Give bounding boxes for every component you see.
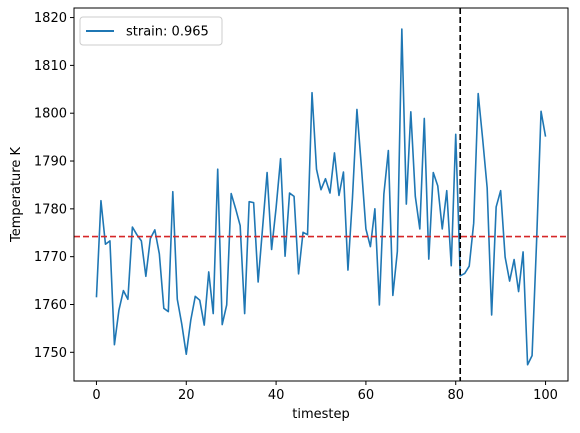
series-line — [95, 28, 547, 366]
x-axis-label: timestep — [292, 407, 350, 422]
x-tick-label: 20 — [178, 388, 195, 403]
x-tick-label: 60 — [358, 388, 375, 403]
x-tick-label: 80 — [447, 388, 464, 403]
y-tick-label: 1810 — [34, 59, 67, 74]
legend: strain: 0.965 — [79, 16, 223, 46]
plot-marks — [74, 8, 568, 381]
y-tick-label: 1750 — [34, 346, 67, 361]
x-tick-label: 100 — [533, 388, 558, 403]
y-tick-label: 1790 — [34, 155, 67, 170]
legend-box — [79, 16, 223, 46]
y-tick-label: 1780 — [34, 202, 67, 217]
legend-label: strain: 0.965 — [126, 25, 209, 40]
x-tick-label: 40 — [268, 388, 285, 403]
plot-frame — [73, 7, 569, 382]
y-tick-label: 1800 — [34, 107, 67, 122]
x-tick-label: 0 — [92, 388, 100, 403]
y-axis-label: Temperature K — [9, 147, 24, 243]
axis-ticks: 0 20 40 60 80 100 1750 1760 1770 1780 1790 1800 1810… — [34, 11, 558, 403]
y-tick-label: 1760 — [34, 298, 67, 313]
y-tick-label: 1770 — [34, 250, 67, 265]
y-tick-label: 1820 — [34, 11, 67, 26]
